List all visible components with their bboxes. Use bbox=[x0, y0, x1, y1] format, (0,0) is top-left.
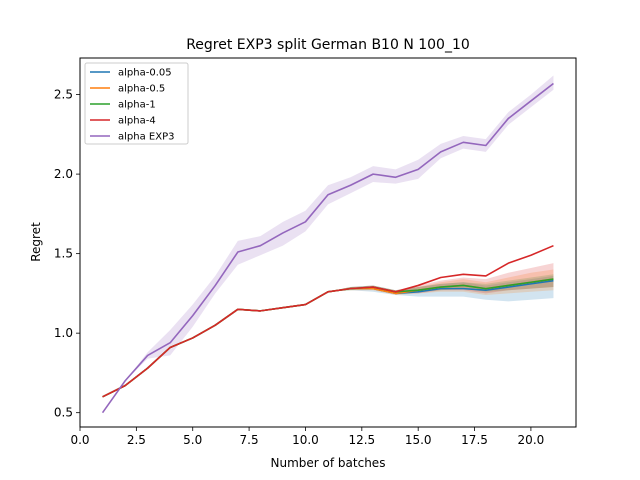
axes-frame bbox=[79, 57, 577, 428]
x-axis-label: Number of batches bbox=[271, 456, 386, 470]
band-alpha-0-5 bbox=[102, 269, 554, 397]
x-tick-label: 20.0 bbox=[518, 433, 545, 447]
y-tick-label: 1.0 bbox=[54, 326, 73, 340]
y-tick-label: 1.5 bbox=[54, 247, 73, 261]
legend-label-alpha-4: alpha-4 bbox=[118, 116, 156, 127]
line-alpha-4 bbox=[102, 244, 554, 398]
x-tick-label: 10.0 bbox=[292, 433, 319, 447]
legend-label-alpha-exp3: alpha EXP3 bbox=[118, 132, 174, 143]
x-axis: 0.0 2.5 5.0 7.5 10.0 12.5 15.0 17.5 20.0 bbox=[70, 427, 544, 447]
x-tick-label: 2.5 bbox=[127, 433, 146, 447]
line-alpha-exp3 bbox=[101, 82, 554, 414]
y-tick-label: 0.5 bbox=[54, 406, 73, 420]
x-tick-label: 17.5 bbox=[461, 433, 488, 447]
legend-label-alpha-0-5: alpha-0.5 bbox=[118, 84, 165, 95]
x-tick-label: 0.0 bbox=[70, 433, 89, 447]
x-tick-label: 15.0 bbox=[405, 433, 432, 447]
y-axis-label: Regret bbox=[29, 222, 43, 262]
x-tick-label: 5.0 bbox=[183, 433, 202, 447]
legend-box bbox=[84, 62, 189, 145]
legend: alpha-0.05 alpha-0.5 alpha-1 alpha-4 alpha E… bbox=[84, 62, 189, 145]
legend-label-alpha-0-05: alpha-0.05 bbox=[118, 68, 172, 79]
chart-title: Regret EXP3 split German B10 N 100_10 bbox=[186, 37, 470, 53]
band-alpha-4 bbox=[102, 263, 554, 397]
x-tick-label: 12.5 bbox=[348, 433, 375, 447]
series-lines bbox=[101, 82, 554, 414]
legend-label-alpha-1: alpha-1 bbox=[118, 100, 156, 111]
band-alpha-0-05 bbox=[102, 275, 554, 397]
y-tick-label: 2.0 bbox=[54, 167, 73, 181]
y-axis: 0.5 1.0 1.5 2.0 2.5 bbox=[54, 88, 80, 420]
plot-area bbox=[101, 75, 554, 414]
x-tick-label: 7.5 bbox=[240, 433, 259, 447]
y-tick-label: 2.5 bbox=[54, 88, 73, 102]
